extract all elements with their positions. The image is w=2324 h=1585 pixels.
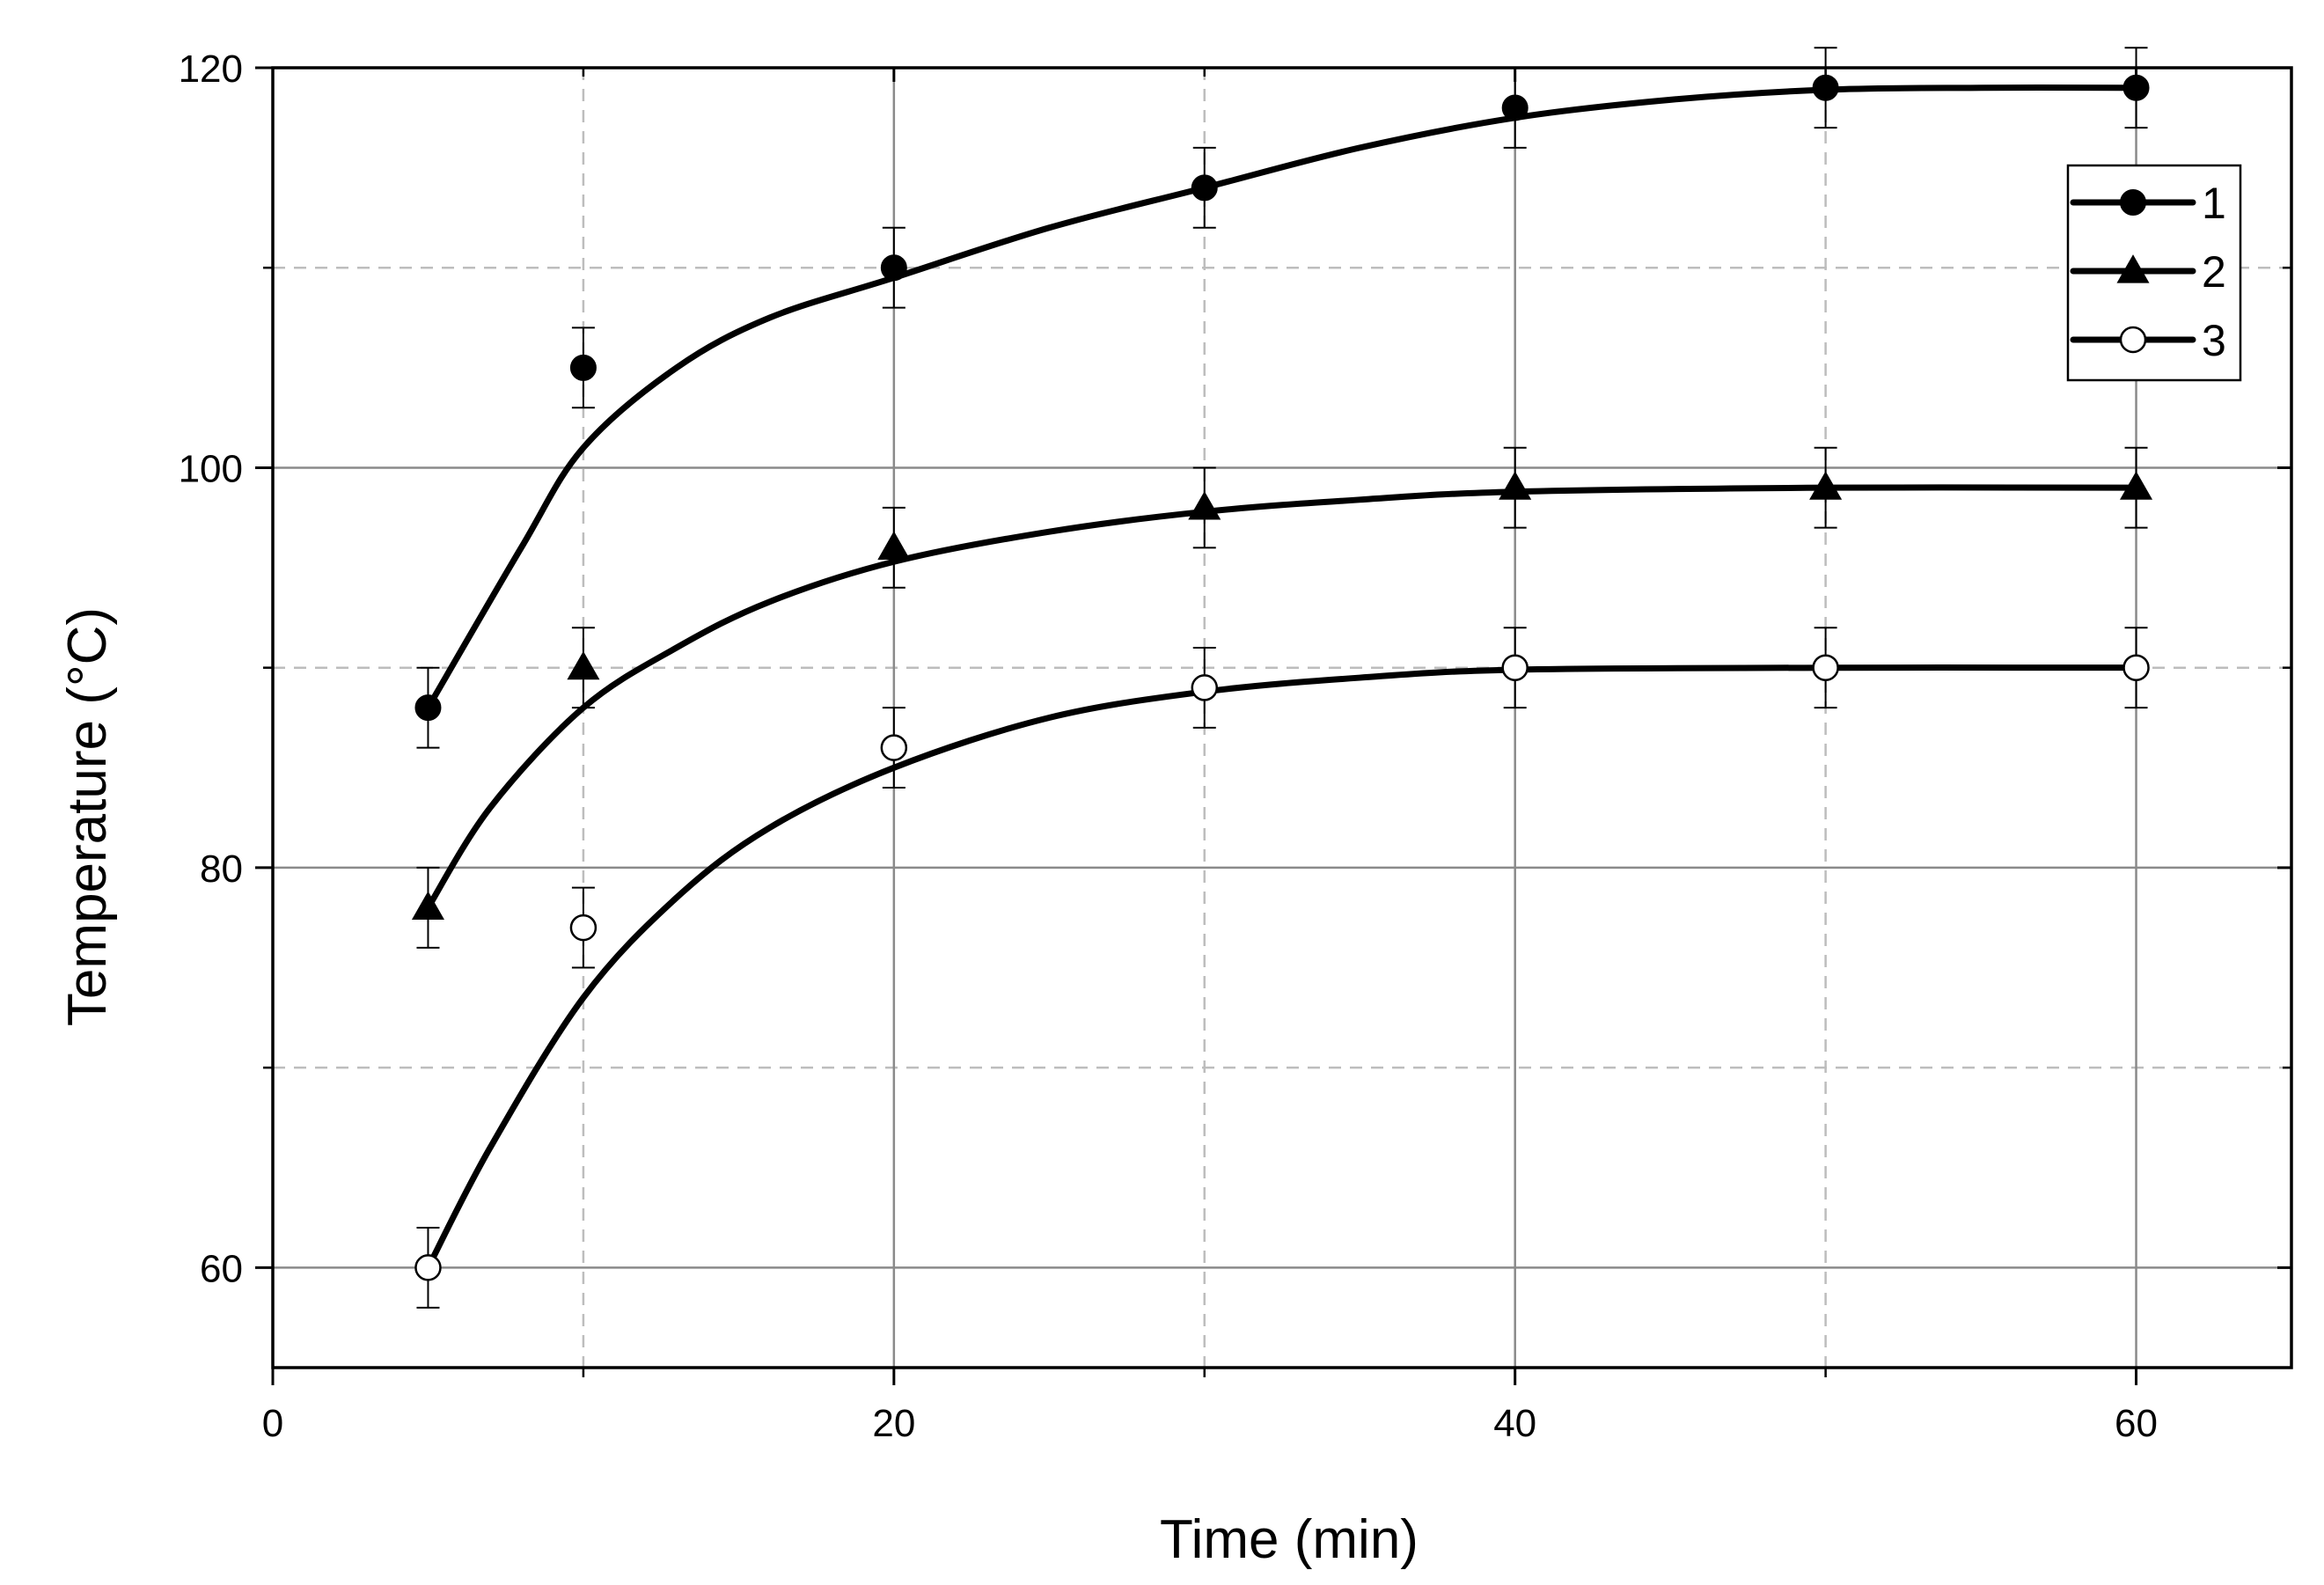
x-tick-label: 40 — [1493, 1402, 1536, 1445]
point-series-1 — [569, 354, 597, 381]
y-tick-label: 60 — [200, 1247, 243, 1290]
point-series-1 — [1812, 74, 1839, 101]
y-tick-label: 100 — [179, 447, 243, 490]
legend-label-series-3: 3 — [2202, 316, 2226, 365]
legend-label-series-2: 2 — [2202, 247, 2226, 297]
point-series-1 — [414, 694, 442, 722]
point-series-2 — [1499, 471, 1532, 500]
point-series-1 — [880, 254, 907, 282]
legend: 1 2 3 — [2066, 164, 2242, 382]
point-series-2 — [2120, 471, 2153, 500]
point-series-3 — [1501, 654, 1529, 681]
point-series-2 — [1188, 491, 1221, 520]
point-series-2 — [567, 650, 600, 680]
legend-marker-series-2 — [2116, 254, 2150, 283]
data-points — [411, 74, 2153, 1281]
plot-frame — [271, 66, 2293, 1369]
point-series-3 — [569, 914, 597, 942]
fit-curve-series-3 — [424, 664, 2140, 1271]
y-tick-label: 120 — [179, 48, 243, 91]
y-axis-title: Temperature (°C) — [57, 607, 118, 1026]
point-series-3 — [1812, 654, 1839, 681]
legend-marker-series-3 — [2119, 326, 2147, 354]
x-tick-label: 60 — [2115, 1402, 2158, 1445]
point-series-2 — [1809, 471, 1843, 500]
point-series-3 — [880, 734, 908, 761]
x-tick-label: 20 — [872, 1402, 915, 1445]
legend-label-series-1: 1 — [2202, 179, 2226, 228]
point-series-3 — [414, 1254, 442, 1281]
point-series-1 — [1191, 174, 1218, 202]
tick-labels: 0 20 40 60 60 80 100 120 — [179, 48, 2158, 1445]
axes — [255, 66, 2293, 1385]
point-series-2 — [877, 531, 911, 560]
point-series-1 — [1501, 94, 1529, 121]
legend-marker-series-1 — [2120, 189, 2146, 216]
point-series-3 — [1191, 674, 1219, 701]
point-series-2 — [411, 891, 444, 920]
point-series-3 — [2122, 654, 2150, 681]
x-tick-label: 0 — [262, 1402, 283, 1445]
x-axis-title: Time (min) — [1160, 1509, 1419, 1570]
y-tick-label: 80 — [200, 848, 243, 891]
